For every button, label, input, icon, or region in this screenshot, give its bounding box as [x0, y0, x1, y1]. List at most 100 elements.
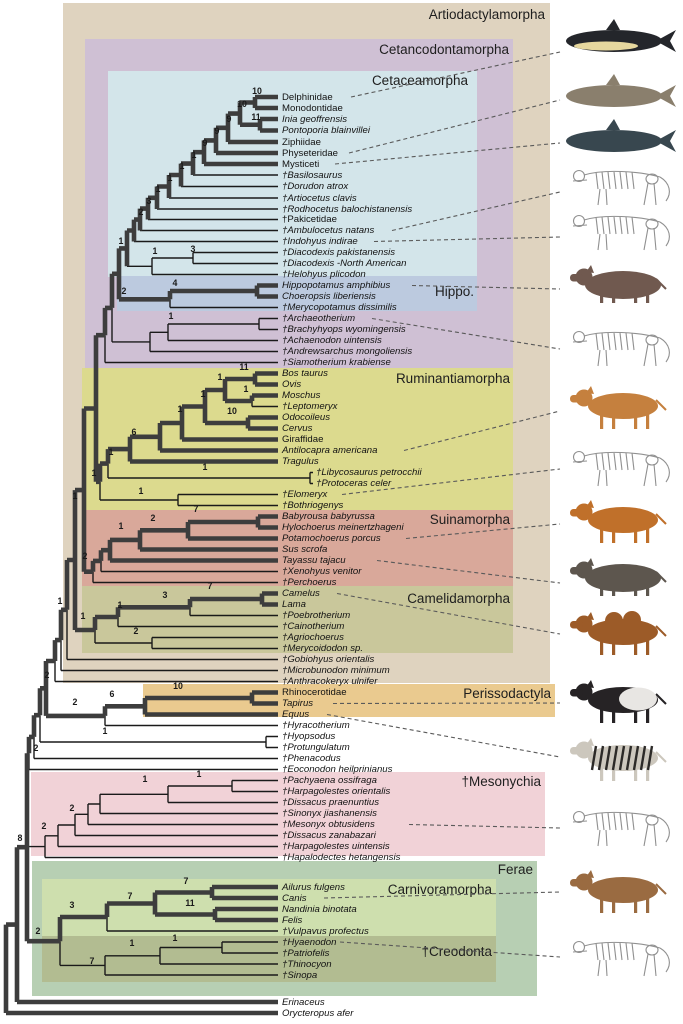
mesonychid-skeleton-illustration — [572, 810, 670, 847]
extinct-branches — [27, 174, 313, 976]
support-value: 1 — [138, 486, 144, 496]
running-carnivoran-illustration — [570, 870, 667, 913]
taxon-label: †Dissacus praenuntius — [282, 797, 380, 808]
support-value: 2 — [133, 626, 139, 636]
bactrian-camel-illustration — [570, 611, 667, 655]
taxon-label: Tragulus — [282, 456, 319, 467]
taxon-label: Ovis — [282, 379, 302, 390]
sperm-whale-illustration — [566, 74, 676, 107]
peccary-illustration — [570, 558, 667, 596]
support-value: 10 — [173, 681, 183, 691]
taxon-label: †Harpagolestes orientalis — [282, 786, 391, 797]
taxon-image-connector — [336, 592, 561, 635]
taxon-label: Nandinia binotata — [282, 903, 357, 915]
support-value: 1 — [129, 938, 135, 948]
taxon-label: Equus — [282, 709, 310, 720]
taxon-label: †Hyaenodon — [282, 936, 337, 948]
clade-label-camelidamorpha: Camelidamorpha — [407, 591, 510, 606]
taxon-label: Mysticeti — [282, 158, 320, 170]
support-value: 1 — [108, 447, 114, 457]
zebra-illustration — [570, 738, 667, 781]
taxon-label: †Diacodexis pakistanensis — [282, 247, 396, 258]
taxon-label: †Siamotherium krabiense — [282, 357, 391, 368]
support-value: 1 — [72, 491, 78, 501]
support-value: 2 — [44, 670, 50, 680]
taxon-label: †Ambulocetus natans — [282, 225, 375, 236]
taxon-label: Ailurus fulgens — [282, 881, 345, 893]
support-value: 3 — [146, 196, 152, 206]
support-value: 10 — [227, 406, 237, 416]
support-value: 3 — [162, 590, 168, 600]
support-value: 1 — [177, 404, 183, 414]
clade-label-ferae: Ferae — [497, 862, 533, 877]
taxon-label: Moschus — [282, 390, 321, 401]
taxon-label: †Xenohyus venitor — [282, 566, 362, 577]
taxon-label: †Andrewsarchus mongoliensis — [282, 346, 413, 357]
clade-box-hippo: Hippo. — [117, 276, 477, 311]
taxon-label: †Archaeotherium — [282, 313, 356, 324]
taxon-label: Erinaceus — [282, 996, 325, 1008]
support-value: 2 — [138, 207, 144, 217]
clade-box-camelidamorpha: Camelidamorpha — [82, 586, 513, 653]
support-value: 1 — [152, 246, 158, 256]
support-value: 2 — [35, 926, 41, 936]
support-value: 11 — [239, 362, 249, 372]
support-value: 1 — [179, 161, 185, 171]
taxon-label: †Vulpavus profectus — [282, 925, 369, 937]
taxon-label: †Achaenodon uintensis — [282, 335, 382, 346]
taxon-image-connector — [408, 823, 561, 829]
taxon-image-connector — [323, 891, 561, 899]
taxon-label: Cervus — [282, 423, 313, 434]
taxon-label: †Basilosaurus — [282, 169, 343, 181]
taxon-label: †Dissacus zanabazari — [282, 830, 376, 841]
support-value: 1 — [91, 468, 97, 478]
support-value: 1 — [57, 596, 63, 606]
taxon-label: Giraffidae — [282, 434, 324, 445]
support-value: 1 — [118, 236, 124, 246]
taxon-label: †Rodhocetus balochistanensis — [282, 203, 413, 215]
support-value: 2 — [150, 513, 156, 523]
taxon-label: Lama — [282, 599, 306, 610]
taxon-label: Inia geoffrensis — [282, 113, 348, 125]
taxon-image-connector — [371, 317, 561, 350]
support-value: 10 — [237, 99, 247, 109]
support-value: 6 — [109, 689, 115, 699]
taxon-label: †Gobiohyus orientalis — [282, 654, 375, 665]
taxon-image-connector — [373, 236, 561, 243]
support-value: 1 — [155, 184, 161, 194]
support-value: 7 — [207, 581, 213, 591]
taxon-label: †Brachyhyops wyomingensis — [282, 324, 406, 335]
support-value: 3 — [190, 244, 196, 254]
taxon-image-connector — [348, 99, 561, 154]
support-value: 7 — [183, 876, 189, 886]
taxon-label: †Artiocetus clavis — [282, 192, 357, 204]
taxon-label: Hylochoerus meinertzhageni — [282, 522, 404, 533]
taxon-label: †Hyracotherium — [282, 720, 350, 731]
extant-branches — [3, 94, 278, 1016]
clade-label-hippo: Hippo. — [434, 284, 474, 299]
clade-label-cetaceamorpha: Cetaceamorpha — [371, 73, 468, 88]
taxon-label: †Phenacodus — [282, 753, 341, 764]
taxon-label: Hippopotamus amphibius — [282, 280, 391, 291]
taxon-label: †Merycoidodon sp. — [282, 643, 364, 654]
support-value: 9 — [226, 114, 232, 124]
taxon-label: †Bothriogenys — [282, 500, 344, 511]
support-value: 9 — [214, 126, 220, 136]
support-value: 7 — [89, 956, 95, 966]
clade-label-mesonychia: †Mesonychia — [461, 774, 541, 789]
taxon-label: Antilocapra americana — [282, 445, 378, 456]
taxon-image-connector — [403, 410, 561, 452]
indohyus-skeleton-illustration — [572, 214, 670, 251]
support-value: 1 — [117, 600, 123, 610]
support-value: 1 — [102, 726, 108, 736]
taxon-label: Tapirus — [282, 698, 314, 709]
taxon-label: †Indohyus indirae — [282, 236, 358, 247]
hippopotamus-illustration — [570, 265, 667, 303]
taxon-label: Bos taurus — [282, 368, 328, 379]
taxon-image-connector — [339, 941, 561, 958]
support-value: 1 — [196, 769, 202, 779]
taxon-label: Rhinocerotidae — [282, 687, 347, 698]
